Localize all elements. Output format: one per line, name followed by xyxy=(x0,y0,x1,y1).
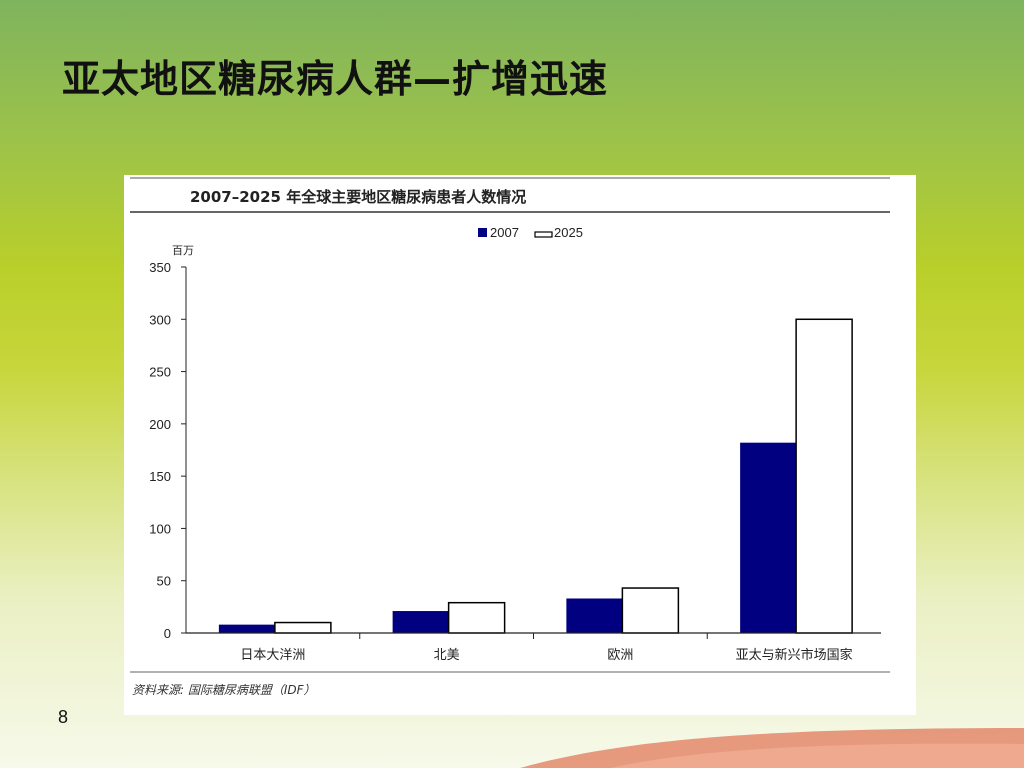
x-category-label: 北美 xyxy=(434,648,460,663)
legend: 2007 2025 xyxy=(478,225,583,240)
legend-swatch-2007 xyxy=(478,228,487,237)
bar-2007 xyxy=(566,598,623,633)
slide-title: 亚太地区糖尿病人群—扩增迅速 xyxy=(62,57,609,101)
chart-title: 2007–2025 年全球主要地区糖尿病患者人数情况 xyxy=(190,188,526,206)
legend-swatch-2025 xyxy=(534,231,553,238)
y-tick-label: 50 xyxy=(157,574,171,589)
x-category-label: 日本大洋洲 xyxy=(240,648,305,663)
source-note: 资料来源: 国际糖尿病联盟（IDF） xyxy=(132,683,316,697)
page-number: 8 xyxy=(58,707,69,727)
y-tick-label: 350 xyxy=(149,260,171,275)
bar-2007 xyxy=(218,624,275,633)
y-tick-label: 250 xyxy=(149,365,171,380)
bar-2007 xyxy=(740,442,797,633)
x-category-label: 欧洲 xyxy=(607,648,633,663)
y-axis-ticks: 0 50 100 150 200 250 300 350 xyxy=(149,260,186,641)
bar-2025 xyxy=(795,318,853,634)
x-category-label: 亚太与新兴市场国家 xyxy=(736,647,853,663)
legend-label-2007: 2007 xyxy=(490,225,519,240)
bar-2025 xyxy=(621,587,680,634)
chart-panel: 2007–2025 年全球主要地区糖尿病患者人数情况 2007 2025 百万 … xyxy=(124,175,916,715)
y-tick-label: 150 xyxy=(149,469,171,484)
y-tick-label: 0 xyxy=(164,626,171,641)
legend-label-2025: 2025 xyxy=(554,225,583,240)
x-axis-labels: 日本大洋洲 北美 欧洲 亚太与新兴市场国家 xyxy=(240,633,853,663)
y-tick-label: 300 xyxy=(149,312,171,327)
bar-chart: 2007–2025 年全球主要地区糖尿病患者人数情况 2007 2025 百万 … xyxy=(130,177,890,697)
y-tick-label: 200 xyxy=(149,417,171,432)
bars xyxy=(218,318,853,634)
bar-2025 xyxy=(274,621,332,634)
y-tick-label: 100 xyxy=(149,521,171,536)
bar-2025 xyxy=(447,601,506,634)
y-axis-unit-label: 百万 xyxy=(172,244,194,257)
bar-2007 xyxy=(392,611,449,633)
